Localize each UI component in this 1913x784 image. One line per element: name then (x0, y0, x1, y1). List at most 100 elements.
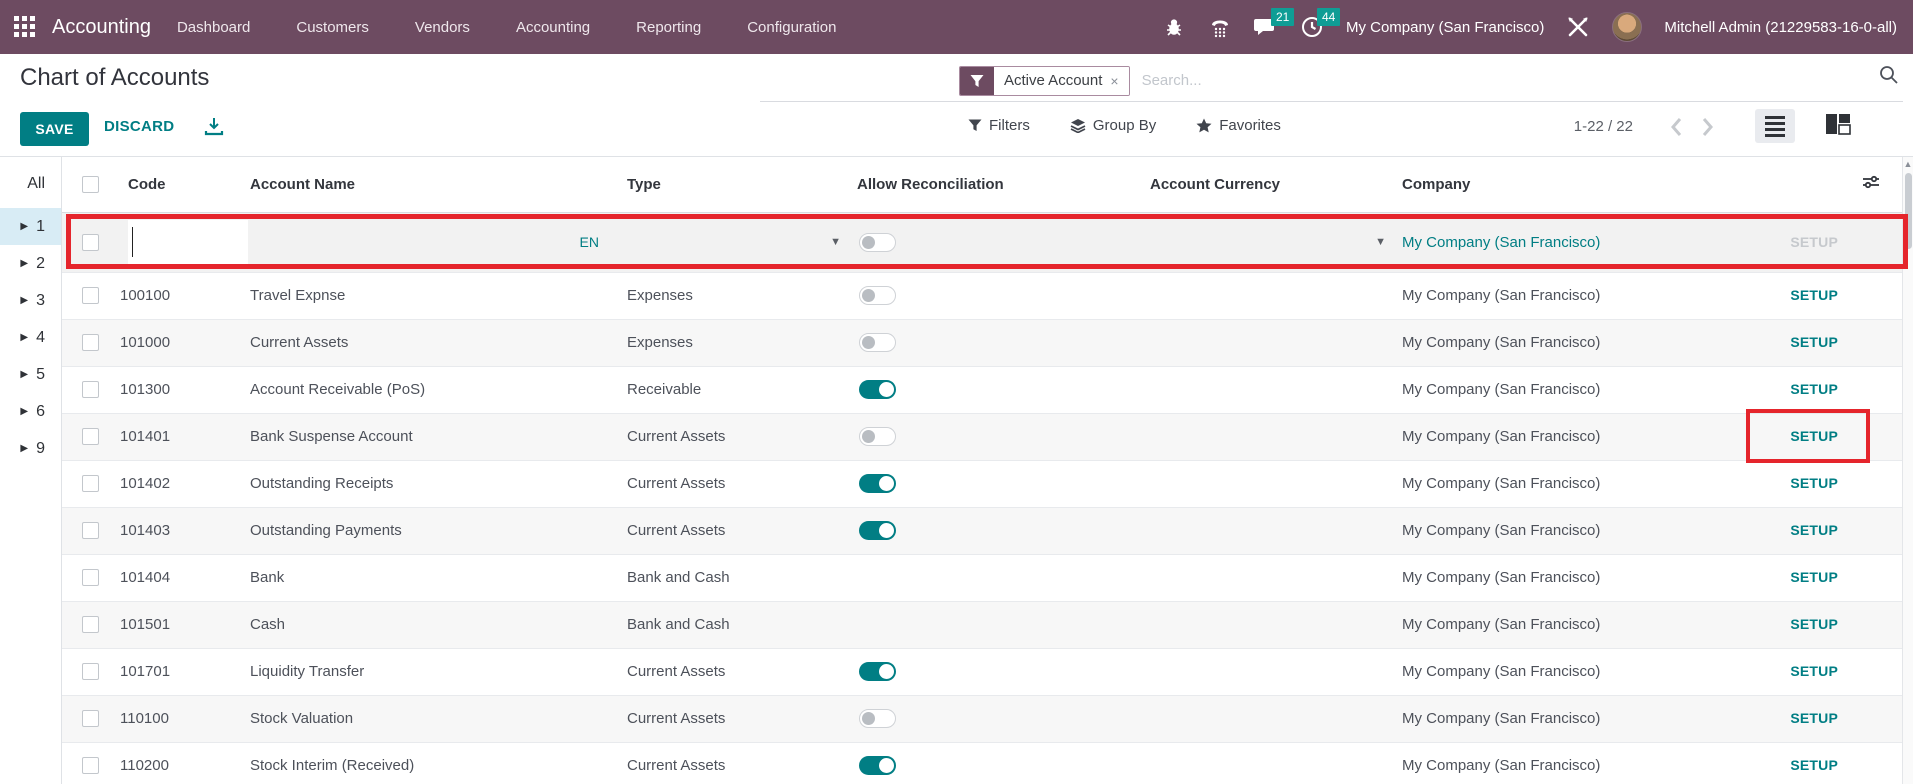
search-input[interactable] (1129, 72, 1903, 89)
cell-code[interactable]: 100100 (118, 271, 248, 319)
cell-type[interactable]: Bank and Cash (625, 600, 855, 648)
expand-caret-icon[interactable]: ▶ (20, 221, 29, 232)
table-row-101403[interactable]: 101403 Outstanding Payments Current Assets… (62, 506, 1903, 554)
table-row-110100[interactable]: 110100 Stock Valuation Current Assets My Co… (62, 694, 1903, 742)
cell-code[interactable]: 101402 (118, 459, 248, 507)
expand-caret-icon[interactable]: ▶ (20, 369, 29, 380)
translation-lang-tag[interactable]: EN (579, 234, 599, 250)
cell-type[interactable]: Expenses (625, 271, 855, 319)
activities-clock-icon[interactable]: 44 (1300, 8, 1341, 39)
company-switcher[interactable]: My Company (San Francisco) (1345, 18, 1545, 36)
sidebar-group-4[interactable]: ▶ 4 (0, 319, 61, 356)
cell-type[interactable]: Current Assets (625, 741, 855, 784)
reconcile-toggle-off[interactable] (859, 286, 896, 305)
apps-menu-icon[interactable] (14, 16, 36, 38)
reconcile-toggle-on[interactable] (859, 662, 896, 681)
table-row-101501[interactable]: 101501 Cash Bank and Cash My Company (San F… (62, 600, 1903, 648)
expand-caret-icon[interactable]: ▶ (20, 258, 29, 269)
table-row-101300[interactable]: 101300 Account Receivable (PoS) Receivable… (62, 365, 1903, 413)
menu-vendors[interactable]: Vendors (414, 18, 470, 36)
cell-company[interactable]: My Company (San Francisco) (1400, 318, 1770, 366)
row-checkbox[interactable] (82, 663, 99, 680)
save-button[interactable]: SAVE (20, 112, 89, 146)
expand-caret-icon[interactable]: ▶ (20, 406, 29, 417)
cell-account-name[interactable]: Stock Interim (Received) (248, 741, 625, 784)
pager-prev-icon[interactable] (1669, 116, 1683, 143)
cell-company[interactable]: My Company (San Francisco) (1400, 553, 1770, 601)
menu-dashboard[interactable]: Dashboard (176, 18, 251, 36)
cell-account-currency[interactable] (1148, 553, 1400, 601)
expand-caret-icon[interactable]: ▶ (20, 443, 29, 454)
sidebar-group-9[interactable]: ▶ 9 (0, 430, 61, 467)
cell-code[interactable]: 110100 (118, 694, 248, 742)
setup-button[interactable]: SETUP (1790, 522, 1838, 538)
cell-type[interactable]: Expenses (625, 318, 855, 366)
row-checkbox[interactable] (82, 334, 99, 351)
scrollbar-thumb[interactable] (1905, 173, 1912, 249)
cell-company[interactable]: My Company (San Francisco) (1400, 412, 1770, 460)
cell-company[interactable]: My Company (San Francisco) (1400, 271, 1770, 319)
cell-type[interactable]: Current Assets (625, 412, 855, 460)
setup-button[interactable]: SETUP (1790, 757, 1838, 774)
cell-code[interactable]: 101501 (118, 600, 248, 648)
header-type[interactable]: Type (625, 157, 855, 213)
code-input[interactable] (128, 220, 248, 264)
setup-button[interactable]: SETUP (1790, 381, 1838, 397)
cell-account-currency[interactable] (1148, 694, 1400, 742)
cell-account-name[interactable]: Account Receivable (PoS) (248, 365, 625, 413)
reconcile-toggle-off[interactable] (859, 709, 896, 728)
setup-button[interactable]: SETUP (1790, 710, 1838, 726)
kanban-view-icon[interactable] (1825, 112, 1851, 141)
dial-phone-icon[interactable] (1208, 15, 1232, 39)
menu-customers[interactable]: Customers (296, 18, 369, 36)
setup-button[interactable]: SETUP (1790, 287, 1838, 303)
header-allow-reconciliation[interactable]: Allow Reconciliation (855, 157, 1148, 213)
cell-account-currency[interactable] (1148, 412, 1400, 460)
sidebar-all[interactable]: All (27, 175, 45, 192)
cell-type[interactable]: Current Assets (625, 506, 855, 554)
cell-account-name[interactable]: Current Assets (248, 318, 625, 366)
sidebar-group-2[interactable]: ▶ 2 (0, 245, 61, 282)
table-row-101404[interactable]: 101404 Bank Bank and Cash My Company (San F… (62, 553, 1903, 601)
header-code[interactable]: Code (118, 157, 248, 213)
header-account-name[interactable]: Account Name (248, 157, 625, 213)
table-row-110200[interactable]: 110200 Stock Interim (Received) Current As… (62, 741, 1903, 784)
setup-button-highlighted[interactable]: SETUP (1790, 428, 1838, 444)
row-checkbox[interactable] (82, 233, 99, 251)
cell-account-currency[interactable] (1148, 600, 1400, 648)
filters-button[interactable]: Filters (968, 117, 1030, 134)
cell-account-currency[interactable] (1148, 647, 1400, 695)
cell-account-name[interactable]: Travel Expnse (248, 271, 625, 319)
user-avatar[interactable] (1612, 12, 1643, 42)
cell-account-name[interactable]: Bank (248, 553, 625, 601)
cell-company[interactable]: My Company (San Francisco) (1400, 459, 1770, 507)
cell-account-name[interactable]: Bank Suspense Account (248, 412, 625, 460)
cell-account-currency[interactable] (1148, 741, 1400, 784)
header-company[interactable]: Company (1400, 157, 1770, 213)
cell-code[interactable]: 101300 (118, 365, 248, 413)
table-row-101701[interactable]: 101701 Liquidity Transfer Current Assets My… (62, 647, 1903, 695)
cell-account-currency[interactable] (1148, 506, 1400, 554)
sidebar-group-6[interactable]: ▶ 6 (0, 393, 61, 430)
debug-tools-icon[interactable] (1566, 15, 1590, 39)
setup-button[interactable]: SETUP (1790, 616, 1838, 632)
cell-account-name[interactable]: Cash (248, 600, 625, 648)
setup-button[interactable]: SETUP (1790, 663, 1838, 679)
cell-company[interactable]: My Company (San Francisco) (1400, 741, 1770, 784)
row-checkbox[interactable] (82, 522, 99, 539)
table-row-101000[interactable]: 101000 Current Assets Expenses My Company (… (62, 318, 1903, 366)
cell-company[interactable]: My Company (San Francisco) (1400, 365, 1770, 413)
cell-company[interactable]: My Company (San Francisco) (1400, 694, 1770, 742)
row-checkbox[interactable] (82, 287, 99, 304)
row-checkbox[interactable] (82, 757, 99, 775)
user-menu[interactable]: Mitchell Admin (21229583-16-0-all) (1664, 18, 1897, 36)
cell-account-name[interactable]: Outstanding Payments (248, 506, 625, 554)
vertical-scrollbar[interactable]: ▲ (1902, 157, 1913, 784)
sidebar-group-3[interactable]: ▶ 3 (0, 282, 61, 319)
cell-account-currency[interactable] (1148, 459, 1400, 507)
table-row-101402[interactable]: 101402 Outstanding Receipts Current Assets… (62, 459, 1903, 507)
group-by-button[interactable]: Group By (1070, 117, 1156, 134)
facet-remove-icon[interactable]: × (1110, 72, 1119, 89)
cell-code[interactable]: 110200 (118, 741, 248, 784)
table-row-100100[interactable]: 100100 Travel Expnse Expenses My Company (S… (62, 271, 1903, 319)
